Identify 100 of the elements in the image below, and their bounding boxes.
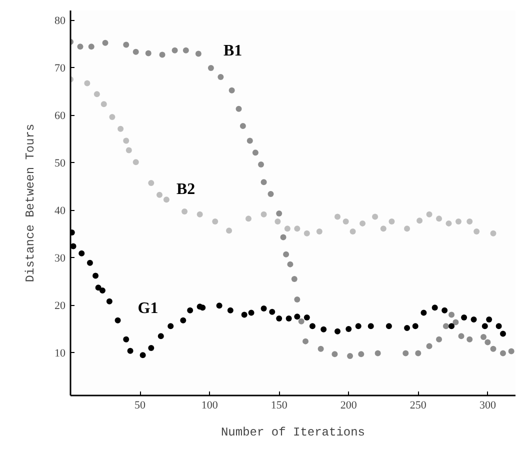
point (77, 44, 84, 50)
point (404, 325, 410, 331)
y-tick-label: 60 (54, 110, 66, 122)
point (466, 218, 473, 225)
y-tick-label: 40 (54, 205, 66, 218)
point (236, 106, 242, 112)
series-label: B1 (223, 42, 242, 60)
point (455, 218, 462, 225)
point (358, 351, 364, 358)
point (102, 40, 108, 46)
point (148, 344, 154, 351)
point (127, 348, 134, 354)
series-label: B2 (176, 181, 196, 198)
point (109, 114, 116, 120)
point (248, 310, 254, 316)
y-tick-label: 30 (54, 252, 66, 265)
point (334, 214, 340, 220)
point (452, 319, 459, 326)
point (226, 228, 232, 234)
point (78, 250, 85, 256)
point (415, 350, 422, 356)
point (123, 42, 130, 48)
point (355, 323, 362, 330)
point (172, 47, 178, 54)
point (182, 47, 189, 54)
point (258, 162, 264, 168)
point (123, 138, 130, 144)
point (158, 333, 164, 340)
point (372, 214, 378, 220)
point (284, 226, 290, 232)
point (470, 316, 477, 322)
point (316, 228, 322, 235)
point (163, 196, 170, 203)
point (294, 226, 300, 232)
point (182, 208, 188, 215)
y-tick-label: 70 (54, 62, 66, 75)
point (416, 218, 423, 224)
point (212, 218, 218, 225)
point (484, 339, 491, 346)
point (482, 323, 488, 330)
point (260, 306, 267, 312)
point (360, 220, 366, 226)
point (280, 234, 286, 240)
y-axis-title: Distance Between Tours (24, 124, 38, 282)
point (402, 350, 409, 356)
x-tick-label: 300 (479, 400, 496, 412)
point (246, 138, 253, 144)
point (388, 218, 395, 225)
point (145, 50, 152, 56)
point (168, 323, 174, 330)
point (466, 336, 473, 342)
point (436, 336, 442, 342)
point (274, 218, 281, 225)
point (246, 216, 252, 222)
x-tick-label: 250 (410, 400, 427, 412)
point (156, 192, 162, 198)
point (269, 308, 276, 315)
point (148, 180, 154, 186)
y-tick-label: 80 (54, 15, 66, 28)
point (350, 228, 356, 235)
x-tick-label: 150 (270, 400, 288, 412)
point (368, 323, 374, 330)
point (260, 179, 267, 186)
point (304, 230, 310, 236)
point (386, 323, 392, 330)
point (346, 326, 352, 332)
point (490, 346, 496, 352)
point (294, 314, 300, 320)
point (140, 352, 146, 358)
point (332, 351, 338, 358)
x-tick-label: 100 (201, 400, 218, 412)
point (276, 316, 282, 322)
point (99, 287, 106, 294)
point (187, 307, 194, 314)
point (448, 323, 455, 330)
y-tick-label: 20 (54, 300, 66, 312)
point (268, 190, 274, 197)
point (106, 298, 112, 304)
point (458, 333, 464, 340)
point (318, 346, 324, 352)
point (304, 314, 310, 321)
point (291, 276, 298, 282)
point (500, 330, 506, 337)
point (132, 48, 139, 55)
point (500, 350, 506, 356)
point (180, 317, 186, 324)
point (374, 350, 381, 356)
point (276, 210, 282, 216)
point (286, 316, 292, 322)
y-tick-label: 50 (54, 158, 66, 170)
point (216, 302, 222, 309)
point (114, 317, 121, 324)
point (196, 211, 203, 218)
point (474, 228, 480, 235)
point (94, 91, 100, 98)
point (294, 296, 300, 302)
series-label: G1 (138, 300, 158, 317)
point (412, 323, 418, 330)
point (118, 126, 124, 132)
point (496, 323, 502, 330)
